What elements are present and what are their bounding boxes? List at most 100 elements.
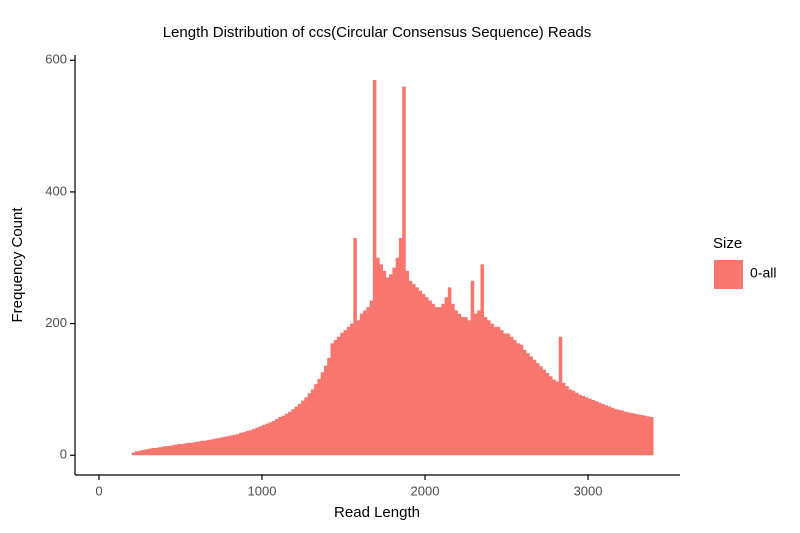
legend-swatch [714, 260, 743, 289]
bar [389, 274, 393, 456]
x-tick-label: 2000 [411, 483, 440, 498]
bar [441, 303, 445, 456]
bar [271, 421, 276, 456]
bar [265, 423, 269, 456]
bar [529, 356, 533, 456]
bar [428, 300, 432, 456]
bar [627, 412, 631, 456]
bar [232, 434, 237, 456]
bar [597, 402, 602, 456]
bar [134, 451, 139, 456]
bar [496, 326, 501, 456]
bar [617, 409, 621, 456]
bar [330, 343, 335, 456]
bar [245, 430, 250, 456]
bar [470, 280, 475, 456]
bar [509, 336, 514, 456]
bar [457, 313, 462, 456]
legend-label: 0-all [750, 265, 776, 281]
bar [144, 449, 149, 456]
bar [268, 422, 273, 456]
bar [552, 379, 556, 456]
y-tick-label: 200 [45, 315, 67, 330]
bar [363, 310, 367, 456]
bar [405, 270, 410, 456]
bar [187, 442, 191, 456]
bar [575, 392, 579, 456]
bar [395, 257, 400, 456]
bar [164, 446, 168, 456]
bar [193, 442, 198, 456]
bar [545, 372, 550, 456]
bar [650, 417, 654, 456]
bar [539, 366, 543, 456]
bar [356, 320, 361, 456]
bar [588, 398, 592, 456]
bar [594, 401, 599, 456]
bar [483, 317, 488, 456]
bar [431, 303, 436, 456]
bar [340, 332, 344, 456]
legend-title: Size [713, 235, 742, 252]
bar [327, 357, 331, 456]
bar [630, 413, 634, 456]
bar [336, 336, 341, 456]
bar [261, 424, 266, 456]
bar [147, 448, 152, 456]
bar [301, 400, 305, 456]
x-tick-label: 0 [95, 483, 102, 498]
bar [154, 448, 158, 456]
bar [320, 372, 325, 456]
bar [235, 434, 240, 456]
bar [454, 310, 458, 456]
y-tick-label: 600 [45, 52, 67, 67]
bar [288, 411, 292, 456]
bar [242, 432, 246, 456]
bar [252, 428, 256, 456]
bar [307, 393, 312, 456]
bar [310, 389, 315, 456]
bar [206, 440, 211, 456]
bar [379, 264, 383, 456]
bar [216, 438, 220, 456]
bar [548, 376, 553, 456]
bar [350, 323, 354, 456]
bar [447, 287, 452, 456]
bar [480, 264, 485, 456]
bar [141, 449, 145, 456]
bar [421, 293, 426, 456]
bar [248, 430, 253, 456]
bar [255, 427, 260, 456]
bar [281, 415, 286, 456]
bar [604, 405, 608, 456]
bar [229, 435, 233, 456]
bar [415, 287, 419, 456]
bar [209, 439, 214, 456]
bar [239, 432, 243, 456]
bar [398, 238, 403, 456]
bar [464, 317, 468, 456]
bar [565, 386, 569, 456]
bar [226, 436, 230, 456]
bar [213, 438, 217, 456]
bar [467, 320, 471, 456]
bar [623, 411, 628, 456]
bar [376, 257, 380, 456]
bar [451, 303, 455, 456]
bar [297, 403, 302, 456]
bar [402, 86, 406, 456]
bar [170, 445, 175, 456]
bar [516, 343, 520, 456]
bar [160, 446, 165, 456]
bar [633, 413, 638, 456]
bar [418, 290, 423, 456]
bar [284, 413, 289, 456]
bar [317, 378, 321, 456]
bar [343, 330, 348, 456]
bar [366, 307, 370, 456]
bar [636, 414, 641, 456]
bar [180, 444, 185, 456]
bar [490, 323, 494, 456]
bar [304, 397, 308, 456]
